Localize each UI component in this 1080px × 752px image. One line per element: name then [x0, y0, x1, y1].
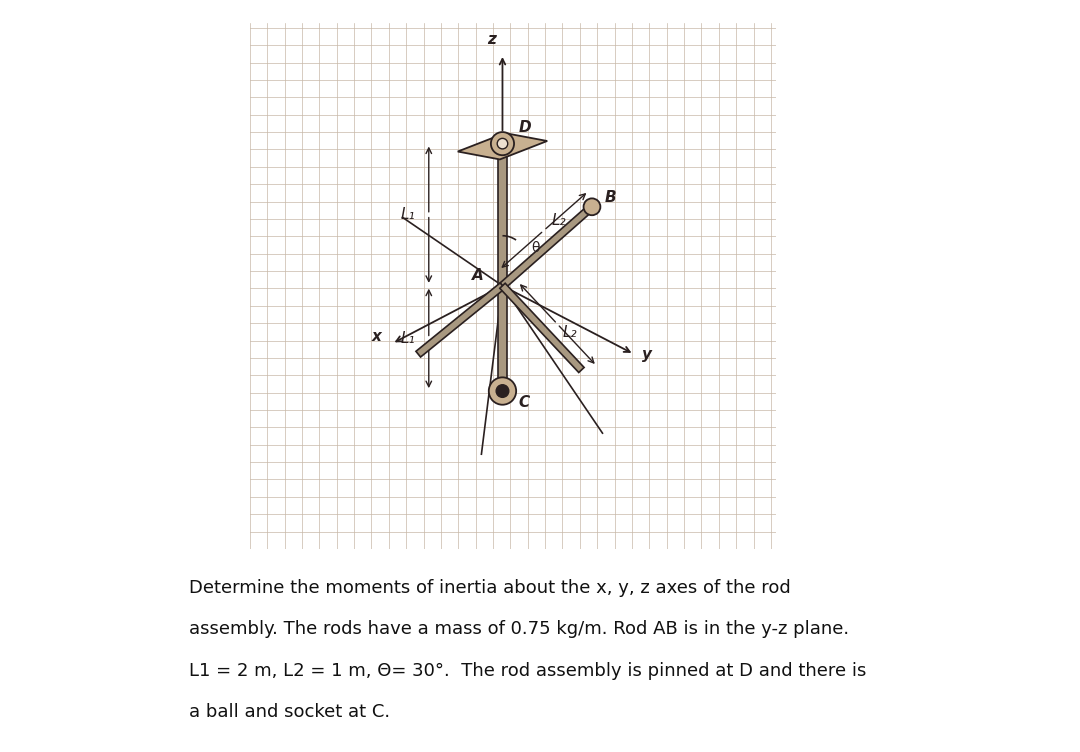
Text: L₁: L₁ — [401, 331, 416, 346]
Text: y: y — [643, 347, 652, 362]
Text: L₁: L₁ — [401, 208, 416, 222]
Polygon shape — [500, 284, 584, 372]
Text: θ: θ — [531, 241, 540, 254]
Circle shape — [496, 385, 509, 397]
Text: L₂: L₂ — [552, 214, 566, 228]
Text: D: D — [518, 120, 531, 135]
Text: C: C — [518, 395, 529, 410]
Text: L1 = 2 m, L2 = 1 m, Θ= 30°.  The rod assembly is pinned at D and there is: L1 = 2 m, L2 = 1 m, Θ= 30°. The rod asse… — [189, 662, 866, 680]
Text: x: x — [372, 329, 381, 344]
Text: L₂: L₂ — [563, 325, 577, 340]
Text: z: z — [487, 32, 497, 47]
Text: Determine the moments of inertia about the x, y, z axes of the rod: Determine the moments of inertia about t… — [189, 579, 791, 597]
Circle shape — [583, 199, 600, 215]
Text: B: B — [605, 190, 617, 205]
Text: A: A — [472, 268, 484, 284]
Circle shape — [497, 138, 508, 149]
Text: assembly. The rods have a mass of 0.75 kg/m. Rod AB is in the y-z plane.: assembly. The rods have a mass of 0.75 k… — [189, 620, 849, 638]
Polygon shape — [458, 133, 548, 159]
Polygon shape — [500, 204, 594, 289]
Text: a ball and socket at C.: a ball and socket at C. — [189, 703, 390, 721]
Polygon shape — [416, 283, 504, 357]
Polygon shape — [498, 144, 507, 391]
Circle shape — [491, 132, 514, 155]
Circle shape — [489, 378, 516, 405]
